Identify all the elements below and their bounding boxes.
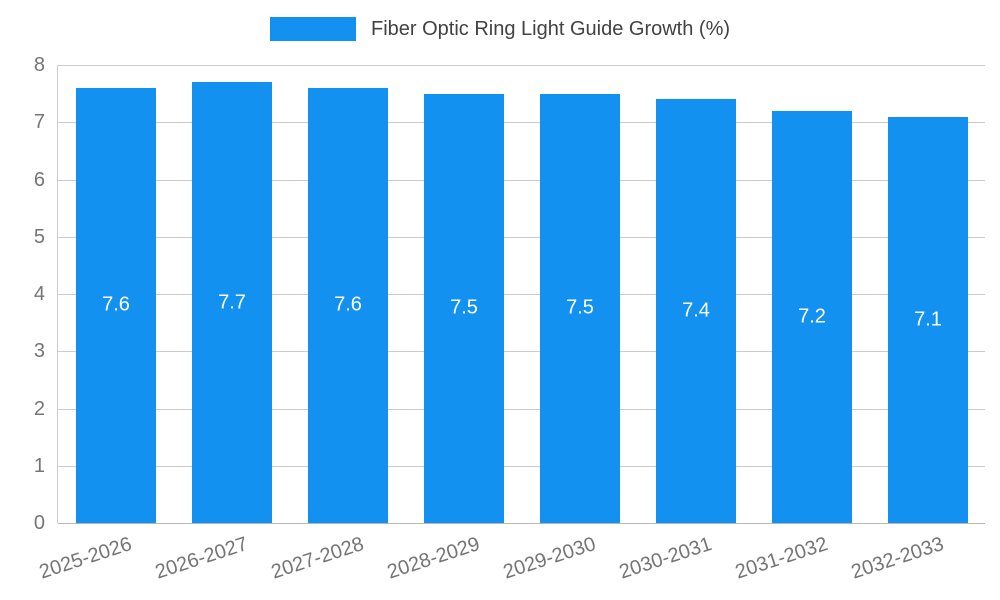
gridline [58,122,985,124]
y-tick-label: 6 [33,168,45,191]
y-tick-label: 1 [33,454,45,477]
bar [656,99,736,523]
bar-value-label: 7.7 [218,291,246,314]
bar-value-label: 7.1 [914,308,942,331]
legend-swatch [269,17,356,41]
axis-baseline [58,523,985,524]
gridline [58,408,985,410]
x-tick-label: 2030-2031 [617,533,715,584]
bar-value-label: 7.5 [450,296,478,319]
x-tick-label: 2031-2032 [733,533,831,584]
bar [424,93,504,523]
gridline [58,179,985,181]
y-tick-label: 4 [33,283,45,305]
bar-value-label: 7.2 [798,305,826,328]
legend-label: Fiber Optic Ring Light Guide Growth (%) [370,17,731,40]
x-tick-label: 2027-2028 [269,533,367,584]
bar-value-label: 7.6 [102,293,130,316]
bar [540,93,620,523]
bar [192,82,272,523]
x-axis: 2025-2026 2026-2027 2027-2028 2028-2029 2029… [37,523,985,600]
bar-value-label: 7.4 [682,299,710,322]
y-tick-label: 8 [33,54,45,76]
gridline [58,65,985,66]
gridline [58,294,985,295]
bar [308,87,388,523]
gridline [58,236,985,238]
bar [772,110,852,523]
y-tick-label: 2 [33,397,45,420]
y-tick-label: 3 [33,340,45,363]
bar [888,116,968,523]
y-tick-label: 0 [33,512,45,534]
y-tick-label: 7 [33,111,45,134]
x-tick-label: 2032-2033 [849,533,947,584]
bar-value-label: 7.5 [566,296,594,319]
gridline [58,351,985,353]
chart-legend: Fiber Optic Ring Light Guide Growth (%) [0,16,1000,42]
bar [76,87,156,523]
x-tick-label: 2026-2027 [153,533,251,584]
y-tick-label: 5 [33,225,45,248]
bar-value-label: 7.6 [334,293,362,316]
x-tick-label: 2028-2029 [385,533,483,584]
x-tick-label: 2029-2030 [501,533,599,584]
plot-area: 7.6 7.7 7.6 7.5 7.5 7.4 7.2 7.1 [57,65,985,524]
gridline [58,465,985,467]
x-tick-label: 2025-2026 [37,533,135,584]
